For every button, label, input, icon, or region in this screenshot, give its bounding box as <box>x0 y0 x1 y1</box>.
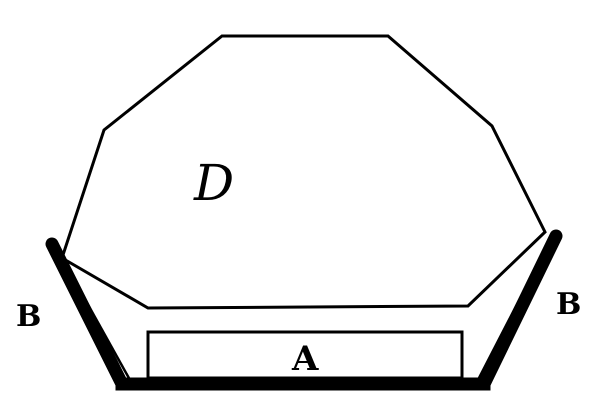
label-d: D <box>193 154 234 212</box>
label-a: A <box>291 339 319 379</box>
shape-d-outline <box>60 34 547 310</box>
tray-left-wall <box>45 237 129 391</box>
tray-right-inner-line <box>476 249 547 381</box>
tray-right-wall <box>477 229 563 391</box>
rect-a <box>146 330 464 380</box>
label-b-right: B <box>556 287 581 322</box>
tray-left-inner-line <box>60 257 132 381</box>
label-b-left: B <box>16 299 41 334</box>
